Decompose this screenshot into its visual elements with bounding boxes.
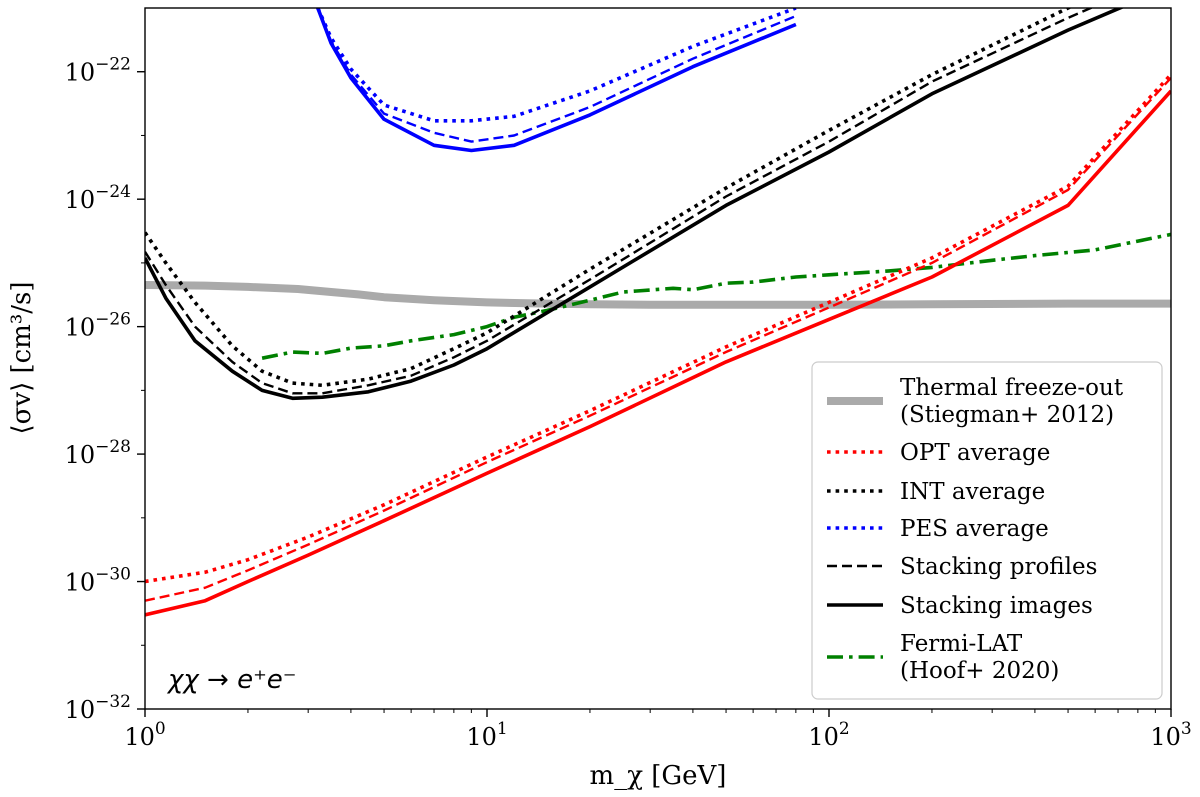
y-tick-label: 10−24 (65, 182, 131, 214)
legend-label-stacking-images: Stacking images (900, 593, 1093, 619)
x-tick-label: 103 (1150, 719, 1191, 751)
legend-label-pes-average: PES average (900, 516, 1049, 542)
y-tick-label: 10−28 (65, 437, 131, 469)
series-layer (145, 8, 1171, 617)
y-tick-label: 10−26 (65, 310, 131, 342)
series-line-pes-stacking-images (316, 8, 797, 153)
series-line-int-stacking-images (145, 8, 1125, 401)
legend-label-thermal-freeze-out: Thermal freeze-out (900, 375, 1124, 401)
series-line-opt-average (145, 73, 1171, 584)
series-line-opt-stacking-images (145, 89, 1171, 617)
y-axis-label: ⟨σv⟩ [cm³/s] (7, 281, 37, 434)
process-annotation: χχ → e⁺e⁻ (166, 665, 297, 695)
series-line-fermi-lat (261, 232, 1171, 360)
legend: Thermal freeze-out(Stiegman+ 2012) OPT av… (811, 361, 1163, 700)
y-tick-label: 10−30 (65, 565, 131, 597)
series-line-opt-stacking-profiles (145, 77, 1171, 602)
x-tick-label: 101 (466, 719, 507, 751)
axis-layer: 100 101 102 103 10−32 10−30 10−28 10−26 10−24 10−… (65, 55, 1192, 751)
y-tick-label: 10−22 (65, 55, 131, 87)
legend-sublabel-fermi-lat: (Hoof+ 2020) (900, 658, 1059, 684)
x-axis-label: m_χ [GeV] (590, 761, 727, 791)
series-line-int-stacking-profiles (145, 8, 1094, 395)
x-tick-label: 102 (808, 719, 849, 751)
legend-items: Thermal freeze-out(Stiegman+ 2012) OPT av… (827, 375, 1124, 684)
legend-sublabel-thermal-freeze-out: (Stiegman+ 2012) (900, 402, 1114, 428)
plot-frame (144, 7, 1172, 710)
legend-label-stacking-profiles: Stacking profiles (900, 554, 1097, 580)
series-line-pes-stacking-profiles (316, 8, 797, 143)
legend-label-int-average: INT average (900, 479, 1045, 505)
legend-label-opt-average: OPT average (900, 440, 1050, 466)
series-line-pes-average (316, 8, 797, 123)
x-tick-label: 100 (124, 719, 165, 751)
series-line-int-average (145, 8, 1073, 388)
legend-box (811, 361, 1163, 700)
legend-label-fermi-lat: Fermi-LAT (900, 631, 1023, 657)
y-tick-label: 10−32 (65, 692, 131, 724)
